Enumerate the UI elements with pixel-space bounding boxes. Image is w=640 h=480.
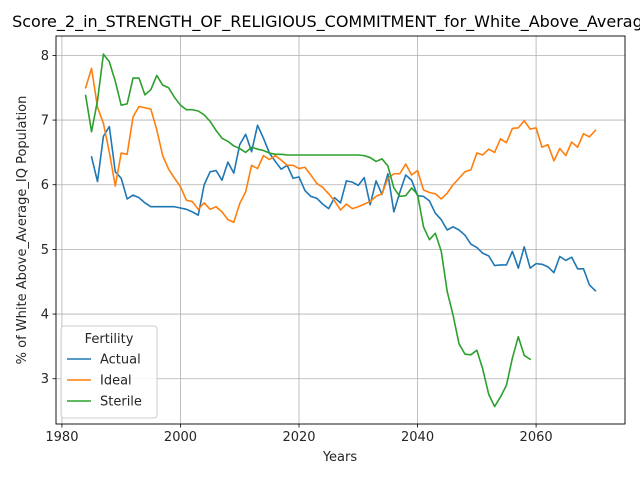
x-tick-label: 1980 [45,430,78,445]
grid-lines [56,36,625,424]
y-axis-label: % of White Above_Average_IQ Population [15,96,30,365]
y-tick-label: 4 [41,308,49,323]
legend-title: Fertility [85,332,134,347]
x-axis-label: Years [322,450,358,465]
legend-entries: Actual Ideal Sterile [67,353,142,410]
x-tick-label: 2040 [401,430,434,445]
series-line-actual [90,124,597,292]
axis-ticks: 1980 2000 2020 2040 2060 3 4 5 6 7 8 [41,49,553,445]
series-line-sterile [84,53,532,408]
legend-label-ideal: Ideal [100,374,132,389]
chart-title: Score_2_in_STRENGTH_OF_RELIGIOUS_COMMITM… [12,12,640,32]
series-line-ideal [84,67,597,224]
legend: Fertility Actual Ideal Sterile [60,325,158,419]
x-tick-label: 2060 [520,430,553,445]
x-tick-label: 2020 [282,430,315,445]
x-tick-label: 2000 [164,430,197,445]
y-tick-label: 3 [41,372,49,387]
plot-frame [55,35,626,425]
series-layer [84,53,597,408]
legend-box [60,325,158,419]
y-tick-label: 6 [41,178,49,193]
y-tick-label: 8 [41,49,49,64]
legend-label-actual: Actual [100,353,141,368]
legend-label-sterile: Sterile [100,395,142,410]
y-tick-label: 7 [41,114,49,129]
y-tick-label: 5 [41,243,49,258]
